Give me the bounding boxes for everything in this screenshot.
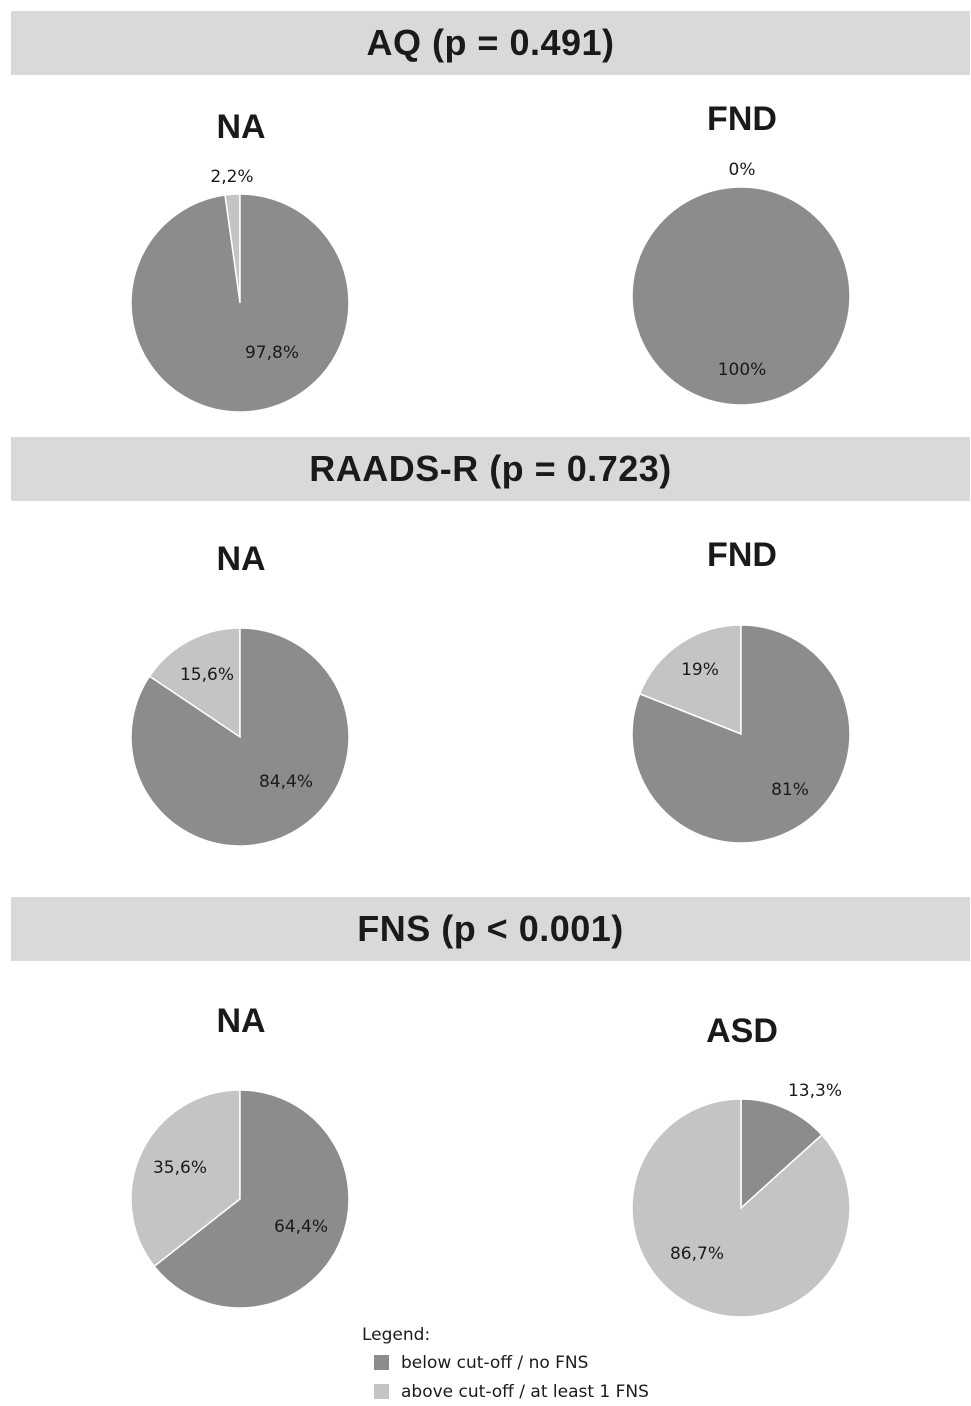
pie-slice-below [153,1089,350,1309]
pie-1-1: 19% 81% [631,624,851,844]
pie-data-label: 2,2% [210,167,253,187]
pie-data-label: 19% [681,660,719,680]
pie-slice-above [631,1098,851,1318]
pie-data-label: 84,4% [259,772,313,792]
section-header-fns: FNS (p < 0.001) [11,897,970,961]
pie-2-1: 13,3% 86,7% [631,1081,851,1318]
section-header-aq: AQ (p = 0.491) [11,11,970,75]
legend-title: Legend: [362,1325,431,1345]
pie-data-label: 35,6% [153,1158,207,1178]
legend-swatch-below [374,1355,389,1370]
pie-data-label: 15,6% [180,665,234,685]
pie-slice-below [631,186,851,406]
pie-slice-above [638,624,742,736]
group-title-fns-na: NA [216,1002,266,1040]
group-title-aq-na: NA [216,108,266,146]
pie-slice-below [631,624,851,844]
pie-data-label: 100% [718,360,767,380]
legend-label-above: above cut-off / at least 1 FNS [401,1381,649,1402]
legend: Legend: below cut-off / no FNS above cut… [362,1322,649,1406]
pie-2-0: 35,6% 64,4% [130,1089,350,1309]
pie-0-0: 2,2% 97,8% [130,167,350,413]
pie-data-label: 86,7% [670,1244,724,1264]
pie-slice-below [130,193,350,413]
pie-slice-below [740,1098,823,1210]
pie-data-label: 13,3% [788,1081,842,1101]
legend-label-below: below cut-off / no FNS [401,1352,589,1373]
pie-data-label: 64,4% [274,1217,328,1237]
legend-item-above: above cut-off / at least 1 FNS [362,1377,649,1406]
pie-slice-below [130,627,350,847]
group-title-raads-na: NA [216,540,266,578]
section-header-raads-r: RAADS-R (p = 0.723) [11,437,970,501]
legend-swatch-above [374,1384,389,1399]
pie-0-1: 0% 100% [631,160,851,406]
legend-item-below: below cut-off / no FNS [362,1348,649,1377]
group-title-raads-fnd: FND [707,536,777,574]
group-title-fns-asd: ASD [706,1012,778,1050]
group-title-aq-fnd: FND [707,100,777,138]
pie-data-label: 81% [771,780,809,800]
pie-1-0: 15,6% 84,4% [130,627,350,847]
pie-slice-above [130,1089,241,1268]
pie-slice-above [148,627,241,739]
pie-data-label: 0% [729,160,756,180]
pie-data-label: 97,8% [245,343,299,363]
